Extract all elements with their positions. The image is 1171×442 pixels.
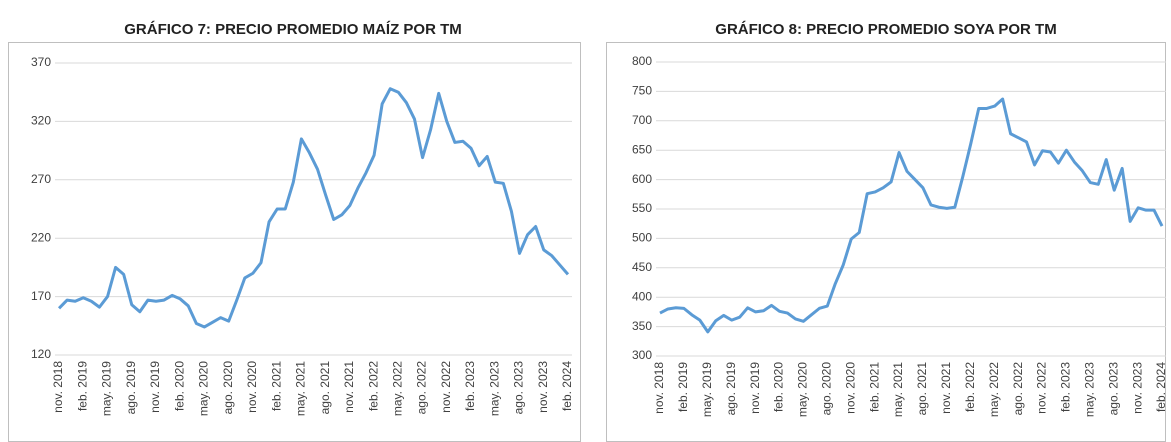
x-tick-label: nov. 2022: [439, 361, 453, 413]
x-tick-label: nov. 2022: [1035, 362, 1049, 414]
y-tick-label: 650: [632, 142, 652, 156]
x-tick-label: feb. 2024: [560, 361, 574, 411]
y-tick-label: 350: [632, 319, 652, 333]
x-tick-label: nov. 2019: [748, 362, 762, 414]
x-tick-label: may. 2022: [390, 361, 404, 416]
x-tick-label: feb. 2019: [676, 362, 690, 412]
x-tick-label: feb. 2022: [963, 362, 977, 412]
x-tick-label: may. 2019: [700, 362, 714, 417]
x-tick-label: may. 2023: [487, 361, 501, 416]
y-tick-label: 170: [31, 289, 51, 303]
y-tick-label: 270: [31, 172, 51, 186]
x-tick-label: feb. 2023: [463, 361, 477, 411]
y-tick-label: 500: [632, 231, 652, 245]
y-tick-label: 800: [632, 54, 652, 68]
x-tick-label: ago. 2021: [915, 362, 929, 416]
y-tick-label: 700: [632, 113, 652, 127]
x-tick-label: nov. 2020: [843, 362, 857, 414]
x-tick-label: ago. 2023: [1106, 362, 1120, 416]
x-tick-label: may. 2022: [987, 362, 1001, 417]
x-tick-label: nov. 2023: [1130, 362, 1144, 414]
y-tick-label: 550: [632, 201, 652, 215]
y-tick-label: 370: [31, 55, 51, 69]
chart-title: GRÁFICO 8: PRECIO PROMEDIO SOYA POR TM: [715, 21, 1056, 38]
x-tick-label: ago. 2020: [221, 361, 235, 415]
y-tick-label: 120: [31, 347, 51, 361]
y-tick-label: 450: [632, 260, 652, 274]
y-tick-label: 600: [632, 172, 652, 186]
x-tick-label: nov. 2023: [536, 361, 550, 413]
x-tick-label: feb. 2024: [1154, 362, 1168, 412]
x-tick-label: nov. 2018: [51, 361, 65, 413]
x-tick-label: ago. 2023: [512, 361, 526, 415]
x-tick-label: feb. 2020: [772, 362, 786, 412]
x-tick-label: nov. 2021: [342, 361, 356, 413]
y-tick-label: 400: [632, 289, 652, 303]
x-tick-label: feb. 2021: [867, 362, 881, 412]
x-tick-label: feb. 2023: [1059, 362, 1073, 412]
y-tick-label: 300: [632, 348, 652, 362]
x-tick-label: nov. 2019: [148, 361, 162, 413]
x-tick-label: feb. 2021: [269, 361, 283, 411]
y-tick-label: 750: [632, 84, 652, 98]
x-tick-label: may. 2021: [294, 361, 308, 416]
x-tick-label: ago. 2022: [1011, 362, 1025, 416]
x-tick-label: feb. 2022: [366, 361, 380, 411]
price-line: [659, 97, 1164, 334]
y-tick-label: 220: [31, 230, 51, 244]
x-tick-label: ago. 2019: [124, 361, 138, 415]
x-tick-label: ago. 2021: [318, 361, 332, 415]
x-tick-label: may. 2021: [891, 362, 905, 417]
x-tick-label: nov. 2021: [939, 362, 953, 414]
price-line: [57, 87, 570, 329]
x-tick-label: may. 2020: [197, 361, 211, 416]
x-tick-label: ago. 2020: [820, 362, 834, 416]
x-tick-label: feb. 2019: [75, 361, 89, 411]
x-tick-label: ago. 2019: [724, 362, 738, 416]
chart-title: GRÁFICO 7: PRECIO PROMEDIO MAÍZ POR TM: [124, 21, 462, 38]
y-tick-label: 320: [31, 114, 51, 128]
x-tick-label: may. 2019: [100, 361, 114, 416]
x-tick-label: may. 2023: [1082, 362, 1096, 417]
x-tick-label: feb. 2020: [172, 361, 186, 411]
x-tick-label: ago. 2022: [415, 361, 429, 415]
x-tick-label: nov. 2020: [245, 361, 259, 413]
x-tick-label: may. 2020: [796, 362, 810, 417]
x-tick-label: nov. 2018: [652, 362, 666, 414]
